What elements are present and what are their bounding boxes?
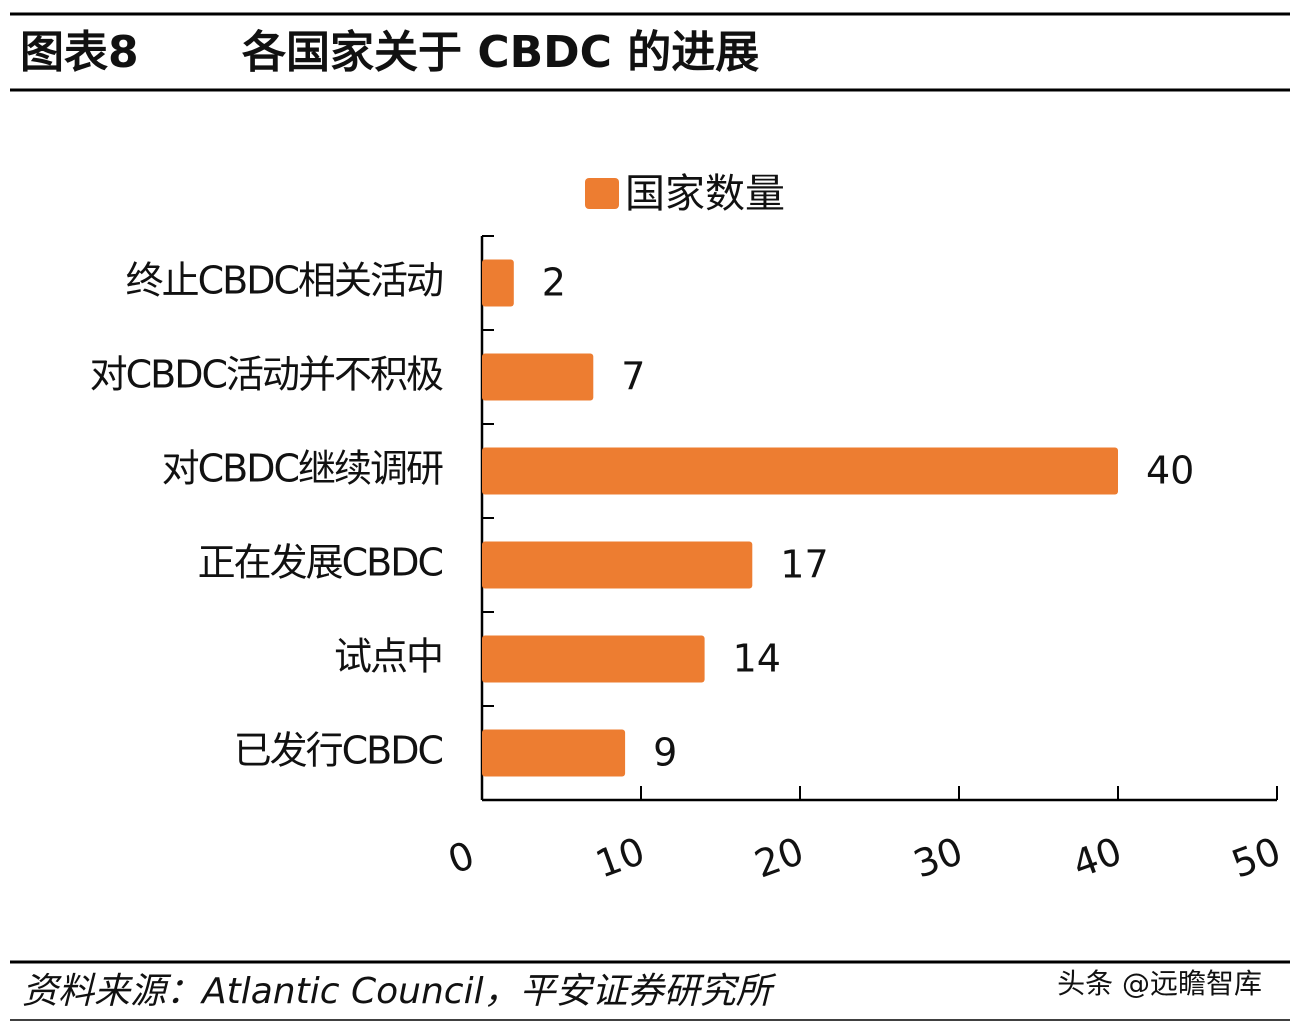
y-tick-label: 正在发展CBDC (198, 541, 443, 585)
bar (482, 447, 1118, 495)
watermark: 头条 @远瞻智库 (1057, 967, 1262, 1000)
figure-label: 图表8 (20, 27, 139, 78)
y-tick-label: 对CBDC活动并不积极 (90, 353, 443, 397)
x-tick-label: 0 (442, 833, 480, 883)
value-label: 9 (653, 731, 677, 775)
y-tick-label: 试点中 (334, 635, 442, 679)
legend-label: 国家数量 (625, 171, 785, 217)
x-tick-label: 30 (908, 829, 968, 887)
bar (482, 259, 514, 307)
value-label: 7 (621, 355, 645, 399)
x-tick-label: 20 (749, 829, 809, 887)
bar (482, 353, 594, 401)
source-note: 资料来源：Atlantic Council，平安证券研究所 (22, 971, 777, 1012)
x-tick-label: 10 (590, 829, 650, 887)
legend-swatch (585, 178, 619, 209)
value-label: 2 (542, 261, 566, 305)
y-tick-label: 终止CBDC相关活动 (126, 259, 442, 303)
y-tick-label: 已发行CBDC (234, 729, 443, 773)
bar (482, 541, 753, 589)
chart-title: 各国家关于 CBDC 的进展 (242, 27, 759, 78)
bar (482, 729, 626, 777)
value-label: 14 (733, 637, 781, 681)
value-label: 17 (780, 543, 828, 587)
value-label: 40 (1146, 449, 1194, 493)
x-tick-label: 50 (1226, 829, 1286, 887)
x-tick-label: 40 (1067, 829, 1127, 887)
bar (482, 635, 705, 683)
y-tick-label: 对CBDC继续调研 (162, 447, 443, 491)
